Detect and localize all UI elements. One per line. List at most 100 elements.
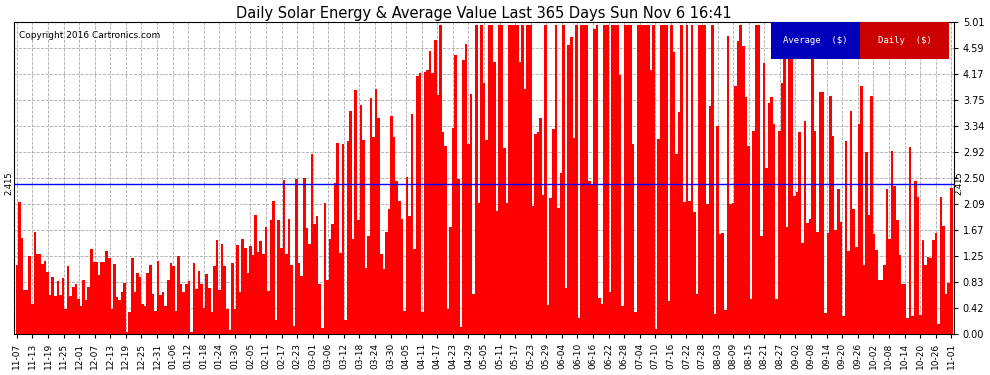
Bar bbox=[719, 234, 722, 334]
Bar bbox=[575, 25, 578, 334]
Bar bbox=[793, 196, 796, 334]
Bar bbox=[388, 209, 390, 334]
Bar bbox=[709, 106, 711, 334]
Bar bbox=[44, 261, 47, 334]
Bar bbox=[665, 25, 667, 334]
Bar bbox=[154, 310, 156, 334]
Bar bbox=[239, 292, 242, 334]
Bar bbox=[891, 151, 893, 334]
Text: Average  ($): Average ($) bbox=[783, 36, 847, 45]
Bar bbox=[919, 315, 922, 334]
Bar bbox=[527, 25, 529, 334]
Bar bbox=[930, 258, 932, 334]
Bar bbox=[85, 300, 87, 334]
Bar bbox=[534, 134, 537, 334]
Bar bbox=[824, 313, 827, 334]
Bar bbox=[149, 265, 151, 334]
Bar bbox=[849, 111, 852, 334]
Bar bbox=[804, 122, 806, 334]
Bar bbox=[601, 304, 603, 334]
Bar bbox=[770, 22, 860, 59]
Bar bbox=[275, 320, 277, 334]
Bar bbox=[411, 114, 414, 334]
Bar bbox=[914, 181, 917, 334]
Bar bbox=[511, 25, 514, 334]
Bar bbox=[480, 25, 483, 334]
Bar bbox=[406, 177, 408, 334]
Bar bbox=[172, 266, 174, 334]
Bar bbox=[637, 25, 640, 334]
Bar bbox=[395, 181, 398, 334]
Bar bbox=[26, 290, 29, 334]
Bar bbox=[649, 70, 652, 334]
Bar bbox=[234, 309, 237, 334]
Bar bbox=[657, 139, 660, 334]
Bar bbox=[351, 239, 354, 334]
Bar bbox=[680, 25, 683, 334]
Bar bbox=[542, 195, 545, 334]
Bar bbox=[92, 262, 95, 334]
Bar bbox=[303, 178, 306, 334]
Bar bbox=[221, 244, 224, 334]
Bar bbox=[616, 25, 619, 334]
Bar bbox=[629, 25, 632, 334]
Bar bbox=[147, 273, 149, 334]
Bar bbox=[888, 239, 891, 334]
Bar bbox=[103, 262, 105, 334]
Bar bbox=[134, 292, 137, 334]
Bar bbox=[667, 300, 670, 334]
Bar bbox=[95, 262, 98, 334]
Bar bbox=[377, 118, 380, 334]
Bar bbox=[390, 116, 393, 334]
Bar bbox=[282, 180, 285, 334]
Title: Daily Solar Energy & Average Value Last 365 Days Sun Nov 6 16:41: Daily Solar Energy & Average Value Last … bbox=[237, 6, 732, 21]
Bar bbox=[372, 136, 375, 334]
Bar bbox=[796, 192, 799, 334]
Bar bbox=[121, 291, 124, 334]
Bar bbox=[301, 276, 303, 334]
Bar bbox=[917, 197, 919, 334]
Bar bbox=[747, 146, 749, 334]
Bar bbox=[118, 300, 121, 334]
Bar bbox=[198, 271, 200, 334]
Bar bbox=[832, 136, 835, 334]
Bar bbox=[346, 141, 349, 334]
Bar bbox=[169, 263, 172, 334]
Bar bbox=[293, 326, 295, 334]
Bar bbox=[113, 264, 116, 334]
Bar bbox=[401, 219, 403, 334]
Bar bbox=[773, 124, 775, 334]
Bar bbox=[570, 37, 572, 334]
Bar bbox=[454, 55, 457, 334]
Bar bbox=[185, 284, 187, 334]
Bar bbox=[724, 310, 727, 334]
Bar bbox=[42, 264, 44, 334]
Bar bbox=[529, 25, 532, 334]
Bar bbox=[116, 297, 118, 334]
Bar bbox=[144, 306, 147, 334]
Bar bbox=[752, 131, 754, 334]
Bar bbox=[334, 183, 337, 334]
Bar bbox=[609, 292, 611, 334]
Bar bbox=[475, 25, 477, 334]
Bar bbox=[308, 244, 311, 334]
Bar bbox=[559, 173, 562, 334]
Bar bbox=[606, 25, 609, 334]
Bar bbox=[654, 329, 657, 334]
Bar bbox=[762, 63, 765, 334]
Bar bbox=[51, 277, 54, 334]
Bar bbox=[596, 25, 598, 334]
Bar bbox=[187, 281, 190, 334]
Bar bbox=[603, 25, 606, 334]
Bar bbox=[822, 92, 824, 334]
Bar bbox=[704, 25, 706, 334]
Bar bbox=[544, 25, 546, 334]
Bar bbox=[237, 245, 239, 334]
Bar bbox=[295, 179, 298, 334]
Bar bbox=[878, 280, 881, 334]
Bar bbox=[767, 103, 770, 334]
Bar bbox=[321, 328, 324, 334]
Bar bbox=[717, 126, 719, 334]
Bar bbox=[522, 25, 524, 334]
Bar bbox=[875, 250, 878, 334]
